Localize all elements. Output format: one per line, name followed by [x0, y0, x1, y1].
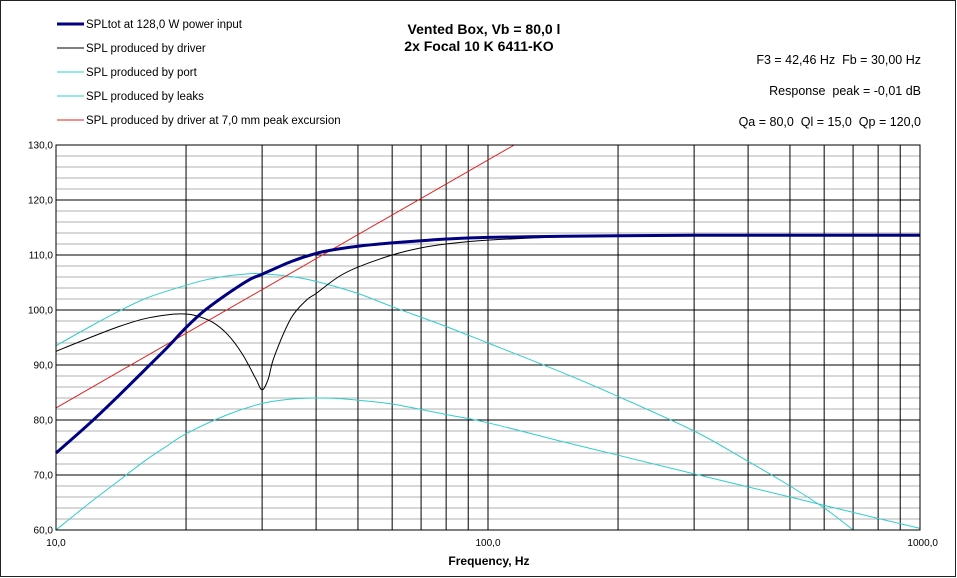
- y-tick-label: 120,0: [28, 196, 53, 207]
- y-axis-ticks: 60,0 70,0 80,0 90,0 100,0 110,0 120,0 130,0: [28, 141, 53, 537]
- series-port: [55, 272, 854, 531]
- series-total: [55, 233, 920, 455]
- legend-item-excursion: SPL produced by driver at 7,0 mm peak ex…: [57, 115, 341, 127]
- note-q-values: Qa = 80,0 Ql = 15,0 Qp = 120,0: [739, 115, 921, 129]
- legend-item-driver: SPL produced by driver: [57, 43, 206, 55]
- x-tick-label: 10,0: [46, 538, 66, 549]
- y-tick-label: 110,0: [29, 251, 54, 262]
- y-tick-label: 70,0: [34, 471, 54, 482]
- legend-label-excursion: SPL produced by driver at 7,0 mm peak ex…: [86, 115, 341, 127]
- legend-item-port: SPL produced by port: [57, 67, 198, 79]
- x-tick-label: 1000,0: [907, 538, 938, 549]
- chart-title-line-2: 2x Focal 10 K 6411-KO: [404, 38, 554, 54]
- grid: [55, 144, 921, 531]
- chart-title-line-1: Vented Box, Vb = 80,0 l: [408, 21, 561, 37]
- legend-item-total: SPLtot at 128,0 W power input: [57, 19, 243, 31]
- series-excursion: [55, 144, 515, 409]
- x-axis-ticks: 10,0 100,0 1000,0: [46, 538, 938, 549]
- legend-label-total: SPLtot at 128,0 W power input: [86, 19, 243, 31]
- note-f3-fb: F3 = 42,46 Hz Fb = 30,00 Hz: [756, 53, 921, 67]
- y-tick-label: 80,0: [34, 416, 54, 427]
- series-leaks: [55, 397, 921, 531]
- y-tick-label: 130,0: [28, 141, 53, 152]
- legend-item-leaks: SPL produced by leaks: [57, 91, 204, 103]
- y-tick-label: 90,0: [34, 361, 54, 372]
- legend-label-driver: SPL produced by driver: [86, 43, 206, 55]
- x-axis-title: Frequency, Hz: [448, 554, 529, 568]
- y-tick-label: 60,0: [34, 526, 54, 537]
- note-response-peak: Response peak = -0,01 dB: [769, 84, 921, 98]
- series: [55, 144, 921, 531]
- plot-border: [55, 144, 921, 531]
- y-tick-label: 100,0: [28, 306, 53, 317]
- legend-label-port: SPL produced by port: [86, 67, 198, 79]
- legend-label-leaks: SPL produced by leaks: [86, 91, 204, 103]
- legend: SPLtot at 128,0 W power input SPL produc…: [57, 19, 341, 127]
- x-tick-label: 100,0: [475, 538, 500, 549]
